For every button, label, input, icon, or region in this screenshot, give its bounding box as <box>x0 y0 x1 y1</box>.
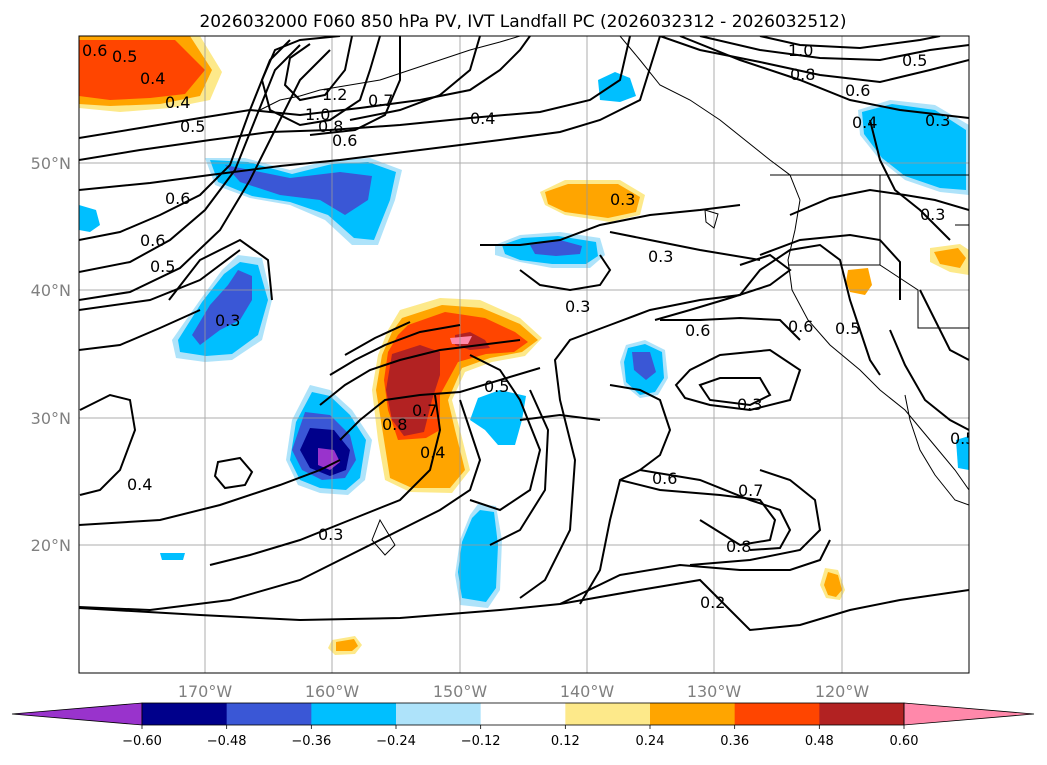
lon-label-170w: 170°W <box>178 682 233 701</box>
lon-label-160w: 160°W <box>305 682 360 701</box>
contour-label: 0.5 <box>950 429 975 448</box>
contour-label: 0.6 <box>82 41 107 60</box>
contour-label: 0.4 <box>165 93 190 112</box>
contour-label: 0.4 <box>852 113 877 132</box>
contour-label: 0.5 <box>835 319 860 338</box>
colorbar-ticks: −0.60 −0.48 −0.36 −0.24 −0.12 0.12 0.24 0.36 0.4… <box>122 725 918 749</box>
contour-label: 0.6 <box>788 317 813 336</box>
lon-label-130w: 130°W <box>687 682 742 701</box>
colorbar-tick-label: −0.36 <box>291 734 331 749</box>
contour-label: 0.5 <box>484 377 509 396</box>
contour-label: 0.3 <box>610 190 635 209</box>
colorbar-segment <box>734 703 820 725</box>
contour-label: 0.3 <box>215 311 240 330</box>
colorbar-segment <box>819 703 905 725</box>
lon-label-140w: 140°W <box>560 682 615 701</box>
colorbar-tick-label: −0.12 <box>461 734 501 749</box>
contour-label: 0.5 <box>902 51 927 70</box>
contour-label: 0.3 <box>648 247 673 266</box>
colorbar-segment <box>311 703 397 725</box>
map-frame <box>78 35 970 674</box>
colorbar-segment <box>226 703 312 725</box>
contour-label: 0.6 <box>652 469 677 488</box>
colorbar-segment <box>565 703 651 725</box>
contour-label: 0.8 <box>318 117 343 136</box>
contour-label: 0.7 <box>412 401 437 420</box>
contour-label: 0.6 <box>140 231 165 250</box>
contour-label: 0.6 <box>332 131 357 150</box>
colorbar-tick-label: 0.24 <box>636 734 665 749</box>
coastlines <box>259 36 969 556</box>
contour-label: 0.4 <box>127 475 152 494</box>
lon-label-120w: 120°W <box>815 682 870 701</box>
lon-label-150w: 150°W <box>433 682 488 701</box>
colorbar-segment <box>396 703 482 725</box>
contour-label: 0.6 <box>845 81 870 100</box>
contour-label: 1.0 <box>788 41 813 60</box>
contour-label: 0.8 <box>790 65 815 84</box>
contour-label: 1.2 <box>322 85 347 104</box>
colorbar-tick-label: −0.60 <box>122 734 162 749</box>
colorbar-segments <box>11 702 1035 726</box>
contour-label: 0.5 <box>112 47 137 66</box>
contour-label: 0.4 <box>470 109 495 128</box>
contour-label: 0.7 <box>738 481 763 500</box>
contour-label: 0.3 <box>920 205 945 224</box>
colorbar-tick-label: −0.48 <box>207 734 247 749</box>
contour-label: 0.4 <box>420 443 445 462</box>
contour-label-group: 0.6 0.5 0.4 0.4 0.5 1.2 1.0 0.8 0.6 0.7 … <box>82 41 975 612</box>
lat-label-30n: 30°N <box>31 409 71 428</box>
contour-label: 0.3 <box>737 395 762 414</box>
lat-label-40n: 40°N <box>31 281 71 300</box>
contour-label: 0.2 <box>700 593 725 612</box>
longitude-labels: 170°W 160°W 150°W 140°W 130°W 120°W <box>178 682 870 701</box>
contour-label: 1.0 <box>305 105 330 124</box>
contour-label: 0.4 <box>140 69 165 88</box>
contour-label: 0.8 <box>382 415 407 434</box>
colorbar-tick-label: 0.36 <box>720 734 749 749</box>
contour-label: 0.5 <box>180 117 205 136</box>
contour-label: 0.7 <box>368 91 393 110</box>
colorbar-segment <box>142 703 228 725</box>
pv-contours <box>79 36 969 632</box>
colorbar-segment <box>480 703 566 725</box>
colorbar-frame <box>141 702 905 726</box>
map-panel: 0.6 0.5 0.4 0.4 0.5 1.2 1.0 0.8 0.6 0.7 … <box>78 35 975 674</box>
colorbar-tick-label: 0.12 <box>551 734 580 749</box>
latitude-labels: 50°N 40°N 30°N 20°N <box>31 154 71 555</box>
contour-label: 0.3 <box>318 525 343 544</box>
colorbar-tick-label: −0.24 <box>376 734 416 749</box>
colorbar-segment <box>650 703 736 725</box>
contour-label: 0.3 <box>925 111 950 130</box>
colorbar-tick-label: 0.48 <box>805 734 834 749</box>
lat-label-50n: 50°N <box>31 154 71 173</box>
contour-label: 0.6 <box>165 189 190 208</box>
colorbar-tick-label: 0.60 <box>890 734 919 749</box>
contour-label: 0.6 <box>685 321 710 340</box>
lat-label-20n: 20°N <box>31 536 71 555</box>
figure-title: 2026032000 F060 850 hPa PV, IVT Landfall… <box>199 12 846 32</box>
contour-label: 0.3 <box>565 297 590 316</box>
colorbar: −0.60 −0.48 −0.36 −0.24 −0.12 0.12 0.24 0.36 0.4… <box>11 702 1035 749</box>
contour-label: 0.5 <box>150 257 175 276</box>
contour-label: 0.8 <box>726 537 751 556</box>
